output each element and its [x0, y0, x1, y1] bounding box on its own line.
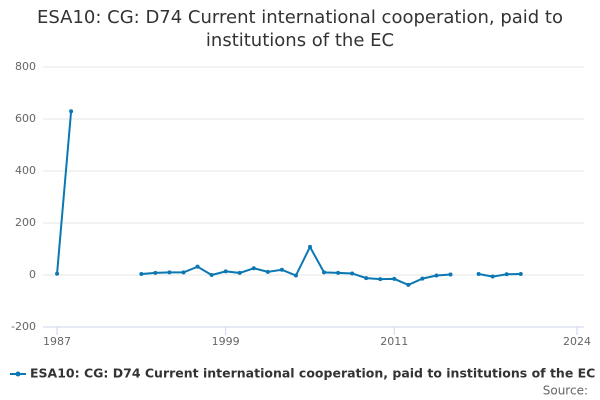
point: [392, 276, 397, 281]
point: [293, 273, 298, 278]
x-tick-label: 1999: [212, 335, 240, 348]
y-tick-label: 0: [29, 268, 36, 281]
y-tick-label: 800: [15, 60, 36, 73]
point: [518, 271, 523, 276]
point: [265, 269, 270, 274]
chart-title: ESA10: CG: D74 Current international coo…: [37, 7, 563, 51]
point: [307, 244, 312, 249]
point: [350, 271, 355, 276]
point: [237, 270, 242, 275]
source: Source:: [543, 384, 588, 398]
point: [364, 276, 369, 281]
point: [69, 109, 74, 114]
point: [139, 271, 144, 276]
point: [181, 270, 186, 275]
point: [153, 270, 158, 275]
point: [406, 282, 411, 287]
point: [209, 273, 214, 277]
x-tick-label: 2011: [380, 335, 408, 348]
point: [251, 266, 256, 271]
series-line: [56, 111, 521, 286]
point: [322, 270, 327, 275]
y-tick-label: 600: [15, 112, 36, 125]
legend-marker: [15, 371, 21, 377]
x-tick-label: 1987: [43, 335, 71, 348]
point: [378, 277, 383, 282]
point: [223, 269, 228, 274]
point: [279, 267, 284, 272]
point: [167, 270, 172, 275]
point: [336, 270, 341, 275]
point: [504, 272, 509, 277]
point: [195, 264, 200, 269]
point: [420, 276, 425, 281]
legend-label: ESA10: CG: D74 Current international coo…: [30, 366, 595, 381]
y-tick-label: 400: [15, 164, 36, 177]
y-tick-label: 200: [15, 216, 36, 229]
point: [476, 271, 481, 276]
point: [490, 274, 495, 279]
y-tick-label: -200: [11, 320, 36, 333]
point: [448, 272, 453, 277]
point: [55, 271, 60, 276]
x-tick-label: 2024: [563, 335, 591, 348]
point: [434, 273, 439, 278]
